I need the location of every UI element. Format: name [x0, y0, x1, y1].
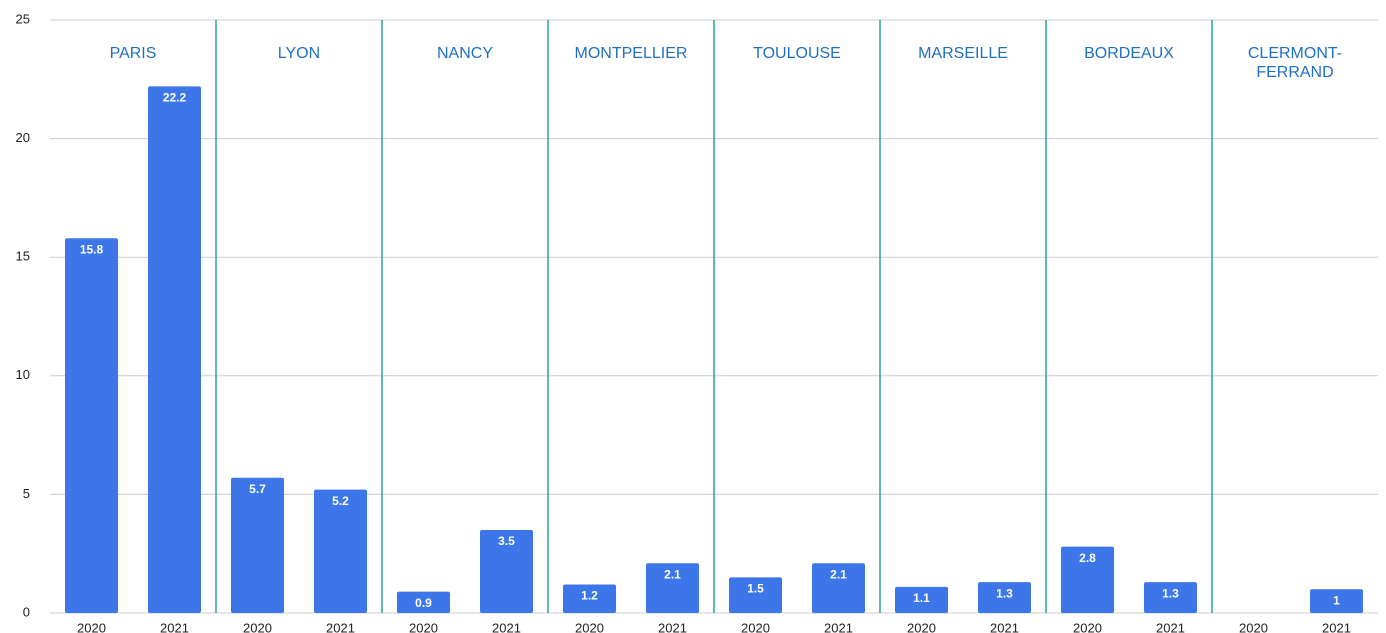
x-tick-label: 2021 — [824, 620, 853, 633]
x-tick-label: 2020 — [1073, 620, 1102, 633]
y-tick-label: 15 — [16, 249, 30, 264]
value-label: 22.2 — [163, 91, 187, 105]
bar — [65, 238, 118, 613]
value-label: 2.1 — [830, 567, 847, 581]
group-label: CLERMONT-FERRAND — [1247, 45, 1343, 81]
value-label: 5.7 — [249, 482, 266, 496]
bar — [895, 586, 948, 613]
x-tick-label: 2021 — [1322, 620, 1351, 633]
x-tick-label: 2021 — [160, 620, 189, 633]
x-tick-label: 2020 — [77, 620, 106, 633]
y-tick-label: 25 — [16, 11, 30, 26]
x-tick-label: 2020 — [907, 620, 936, 633]
bar — [978, 582, 1031, 613]
value-label: 2.1 — [664, 567, 681, 581]
value-label: 0.9 — [415, 596, 432, 610]
bar — [148, 86, 201, 613]
x-tick-label: 2020 — [1239, 620, 1268, 633]
x-tick-label: 2020 — [575, 620, 604, 633]
x-tick-label: 2021 — [990, 620, 1019, 633]
x-tick-label: 2020 — [243, 620, 272, 633]
bar — [812, 563, 865, 613]
x-tick-label: 2021 — [658, 620, 687, 633]
x-tick-label: 2021 — [326, 620, 355, 633]
group-label: MONTPELLIER — [574, 45, 688, 62]
bar — [1144, 582, 1197, 613]
bar — [1310, 589, 1363, 613]
group-label: MARSEILLE — [918, 45, 1008, 62]
value-label: 1 — [1333, 593, 1340, 607]
value-label: 5.2 — [332, 494, 349, 508]
bar — [646, 563, 699, 613]
value-label: 1.3 — [1162, 586, 1179, 600]
bar — [397, 591, 450, 613]
value-label: 3.5 — [498, 534, 515, 548]
x-tick-label: 2021 — [1156, 620, 1185, 633]
value-label: 2.8 — [1079, 551, 1096, 565]
group-label: NANCY — [436, 45, 493, 62]
group-label: PARIS — [109, 45, 157, 62]
group-label: LYON — [277, 45, 321, 62]
bar — [729, 577, 782, 613]
group-label: BORDEAUX — [1084, 45, 1174, 62]
y-tick-label: 20 — [16, 130, 30, 145]
x-tick-label: 2021 — [492, 620, 521, 633]
value-label: 1.3 — [996, 586, 1013, 600]
bar — [314, 489, 367, 613]
value-label: 15.8 — [80, 242, 104, 256]
value-label: 1.1 — [913, 591, 930, 605]
value-label: 1.5 — [747, 582, 764, 596]
bar — [231, 477, 284, 613]
x-tick-label: 2020 — [741, 620, 770, 633]
y-tick-label: 5 — [23, 486, 30, 501]
bar — [1061, 546, 1114, 613]
y-tick-label: 0 — [23, 604, 30, 619]
group-label: TOULOUSE — [753, 45, 841, 62]
x-tick-label: 2020 — [409, 620, 438, 633]
bar — [563, 584, 616, 613]
value-label: 1.2 — [581, 589, 598, 603]
bar — [480, 529, 533, 613]
y-tick-label: 10 — [16, 367, 30, 382]
